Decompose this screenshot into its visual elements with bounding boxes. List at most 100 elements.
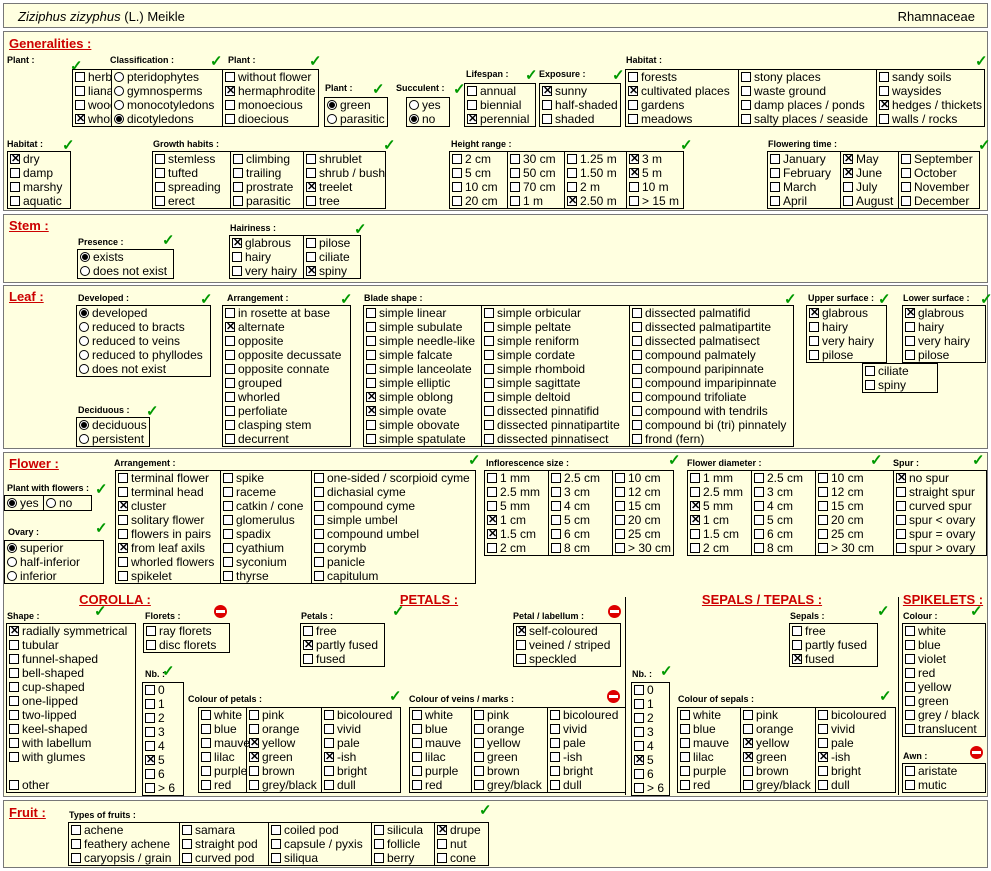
checkbox-dissected-palmatipartite[interactable]: dissected palmatipartite [630, 320, 793, 334]
checkbox-alternate[interactable]: alternate [223, 320, 350, 334]
checkbox-simple-needle-like[interactable]: simple needle-like [364, 334, 481, 348]
checkbox-partly-fused[interactable]: partly fused [790, 638, 877, 652]
checkbox[interactable] [680, 710, 690, 720]
checkbox[interactable] [232, 252, 242, 262]
checkbox-glomerulus[interactable]: glomerulus [221, 513, 311, 527]
checkbox[interactable] [303, 640, 313, 650]
checkbox[interactable] [374, 825, 384, 835]
checkbox[interactable] [75, 100, 85, 110]
checkbox[interactable] [314, 487, 324, 497]
checkbox-hairy[interactable]: hairy [807, 320, 886, 334]
checkbox[interactable] [437, 839, 447, 849]
checkbox[interactable] [412, 752, 422, 762]
checkbox[interactable] [879, 114, 889, 124]
checkbox[interactable] [690, 543, 700, 553]
checkbox[interactable] [680, 752, 690, 762]
checkbox-lilac[interactable]: lilac [410, 750, 471, 764]
checkbox[interactable] [201, 724, 211, 734]
checkbox[interactable] [9, 682, 19, 692]
radio-button[interactable] [7, 498, 17, 508]
radio-reduced-to-bracts[interactable]: reduced to bracts [77, 320, 210, 334]
checkbox[interactable] [75, 114, 85, 124]
checkbox[interactable] [145, 755, 155, 765]
checkbox[interactable] [118, 473, 128, 483]
checkbox-spike[interactable]: spike [221, 471, 311, 485]
checkbox[interactable] [314, 571, 324, 581]
checkbox[interactable] [324, 724, 334, 734]
checkbox-dull[interactable]: dull [322, 778, 400, 792]
checkbox[interactable] [905, 640, 915, 650]
checkbox[interactable] [75, 86, 85, 96]
checkbox[interactable] [632, 350, 642, 360]
checkbox[interactable] [632, 378, 642, 388]
checkbox[interactable] [306, 266, 316, 276]
checkbox-ray-florets[interactable]: ray florets [144, 624, 229, 638]
checkbox-forests[interactable]: forests [626, 70, 738, 84]
checkbox[interactable] [233, 182, 243, 192]
checkbox[interactable] [232, 238, 242, 248]
checkbox-other[interactable]: other [7, 778, 135, 792]
checkbox[interactable] [10, 154, 20, 164]
checkbox[interactable] [754, 501, 764, 511]
checkbox[interactable] [452, 196, 462, 206]
checkbox[interactable] [843, 168, 853, 178]
checkbox[interactable] [452, 154, 462, 164]
checkbox[interactable] [75, 72, 85, 82]
checkbox-december[interactable]: December [899, 194, 979, 208]
checkbox-70-cm[interactable]: 70 cm [508, 180, 564, 194]
checkbox-dissected-palmatisect[interactable]: dissected palmatisect [630, 334, 793, 348]
checkbox[interactable] [487, 473, 497, 483]
checkbox[interactable] [632, 420, 642, 430]
checkbox[interactable] [155, 168, 165, 178]
checkbox[interactable] [412, 724, 422, 734]
checkbox-2[interactable]: 2 [632, 711, 669, 725]
checkbox-june[interactable]: June [841, 166, 898, 180]
checkbox-compound-palmately[interactable]: compound palmately [630, 348, 793, 362]
checkbox[interactable] [792, 626, 802, 636]
checkbox-very-hairy[interactable]: very hairy [903, 334, 985, 348]
checkbox[interactable] [366, 364, 376, 374]
radio-deciduous[interactable]: deciduous [77, 418, 149, 432]
checkbox-parasitic[interactable]: parasitic [231, 194, 303, 208]
checkbox-compound-bi-tri-pinnately[interactable]: compound bi (tri) pinnately [630, 418, 793, 432]
checkbox-free[interactable]: free [301, 624, 384, 638]
checkbox-whorled[interactable]: whorled [223, 390, 350, 404]
checkbox[interactable] [306, 154, 316, 164]
checkbox[interactable] [615, 473, 625, 483]
checkbox[interactable] [118, 571, 128, 581]
checkbox-4[interactable]: 4 [143, 739, 183, 753]
checkbox-bright[interactable]: bright [816, 764, 895, 778]
checkbox[interactable] [437, 853, 447, 863]
checkbox[interactable] [233, 168, 243, 178]
checkbox[interactable] [314, 557, 324, 567]
checkbox[interactable] [879, 86, 889, 96]
checkbox[interactable] [374, 839, 384, 849]
checkbox[interactable] [905, 780, 915, 790]
checkbox-decurrent[interactable]: decurrent [223, 432, 350, 446]
checkbox-red[interactable]: red [678, 778, 740, 792]
checkbox[interactable] [366, 308, 376, 318]
checkbox[interactable] [905, 724, 915, 734]
checkbox[interactable] [551, 473, 561, 483]
checkbox[interactable] [271, 825, 281, 835]
checkbox-panicle[interactable]: panicle [312, 555, 475, 569]
checkbox[interactable] [9, 668, 19, 678]
checkbox-glabrous[interactable]: glabrous [903, 306, 985, 320]
checkbox-perfoliate[interactable]: perfoliate [223, 404, 350, 418]
radio-button[interactable] [79, 336, 89, 346]
checkbox-ciliate[interactable]: ciliate [863, 364, 937, 378]
checkbox-pink[interactable]: pink [741, 708, 815, 722]
checkbox-3-m[interactable]: 3 m [627, 152, 683, 166]
checkbox[interactable] [634, 727, 644, 737]
checkbox-compound-umbel[interactable]: compound umbel [312, 527, 475, 541]
checkbox[interactable] [550, 710, 560, 720]
checkbox[interactable] [314, 501, 324, 511]
checkbox-march[interactable]: March [768, 180, 840, 194]
checkbox-january[interactable]: January [768, 152, 840, 166]
checkbox[interactable] [484, 350, 494, 360]
checkbox-grey-black[interactable]: grey/black [472, 778, 547, 792]
checkbox[interactable] [249, 738, 259, 748]
checkbox-curved-pod[interactable]: curved pod [180, 851, 268, 865]
checkbox-cyathium[interactable]: cyathium [221, 541, 311, 555]
checkbox[interactable] [516, 626, 526, 636]
